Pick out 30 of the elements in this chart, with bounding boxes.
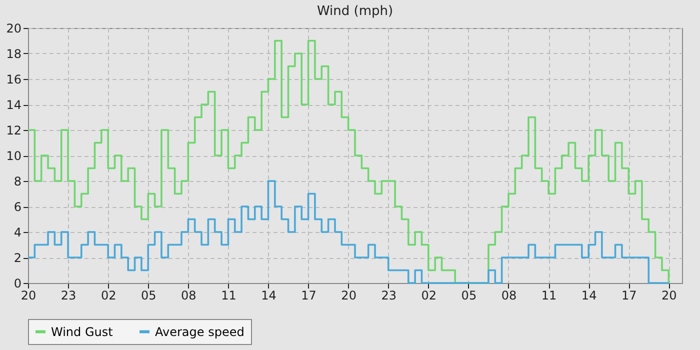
x-tick-label: 02 [100,288,116,302]
x-tick-label: 11 [221,288,236,302]
x-tick-label: 17 [621,288,637,302]
y-tick-label: 16 [6,72,22,86]
y-tick-label: 2 [14,251,22,265]
x-tick-label: 08 [181,288,196,302]
y-tick-label: 8 [14,174,22,188]
x-tick-label: 14 [261,288,276,302]
chart-title: Wind (mph) [316,4,394,19]
y-tick-label: 0 [14,276,22,290]
y-tick-label: 20 [6,22,22,36]
legend-label: Average speed [155,324,244,339]
y-tick-label: 14 [6,98,22,112]
x-tick-label: 23 [381,288,397,302]
y-tick-label: 4 [14,226,22,240]
x-tick-label: 11 [541,288,557,302]
x-tick-label: 17 [301,288,316,302]
legend-label: Wind Gust [51,324,114,339]
x-tick-label: 05 [461,288,477,302]
y-tick-label: 10 [6,149,22,163]
y-tick-label: 18 [6,47,22,61]
x-tick-label: 20 [341,288,356,302]
y-tick-label: 12 [6,124,22,138]
x-tick-label: 23 [60,288,76,302]
x-tick-label: 05 [140,288,156,302]
y-tick-label: 6 [14,200,22,214]
x-tick-label: 20 [662,288,677,302]
x-tick-label: 02 [421,288,437,302]
x-tick-label: 08 [501,288,517,302]
x-tick-label: 14 [581,288,597,302]
